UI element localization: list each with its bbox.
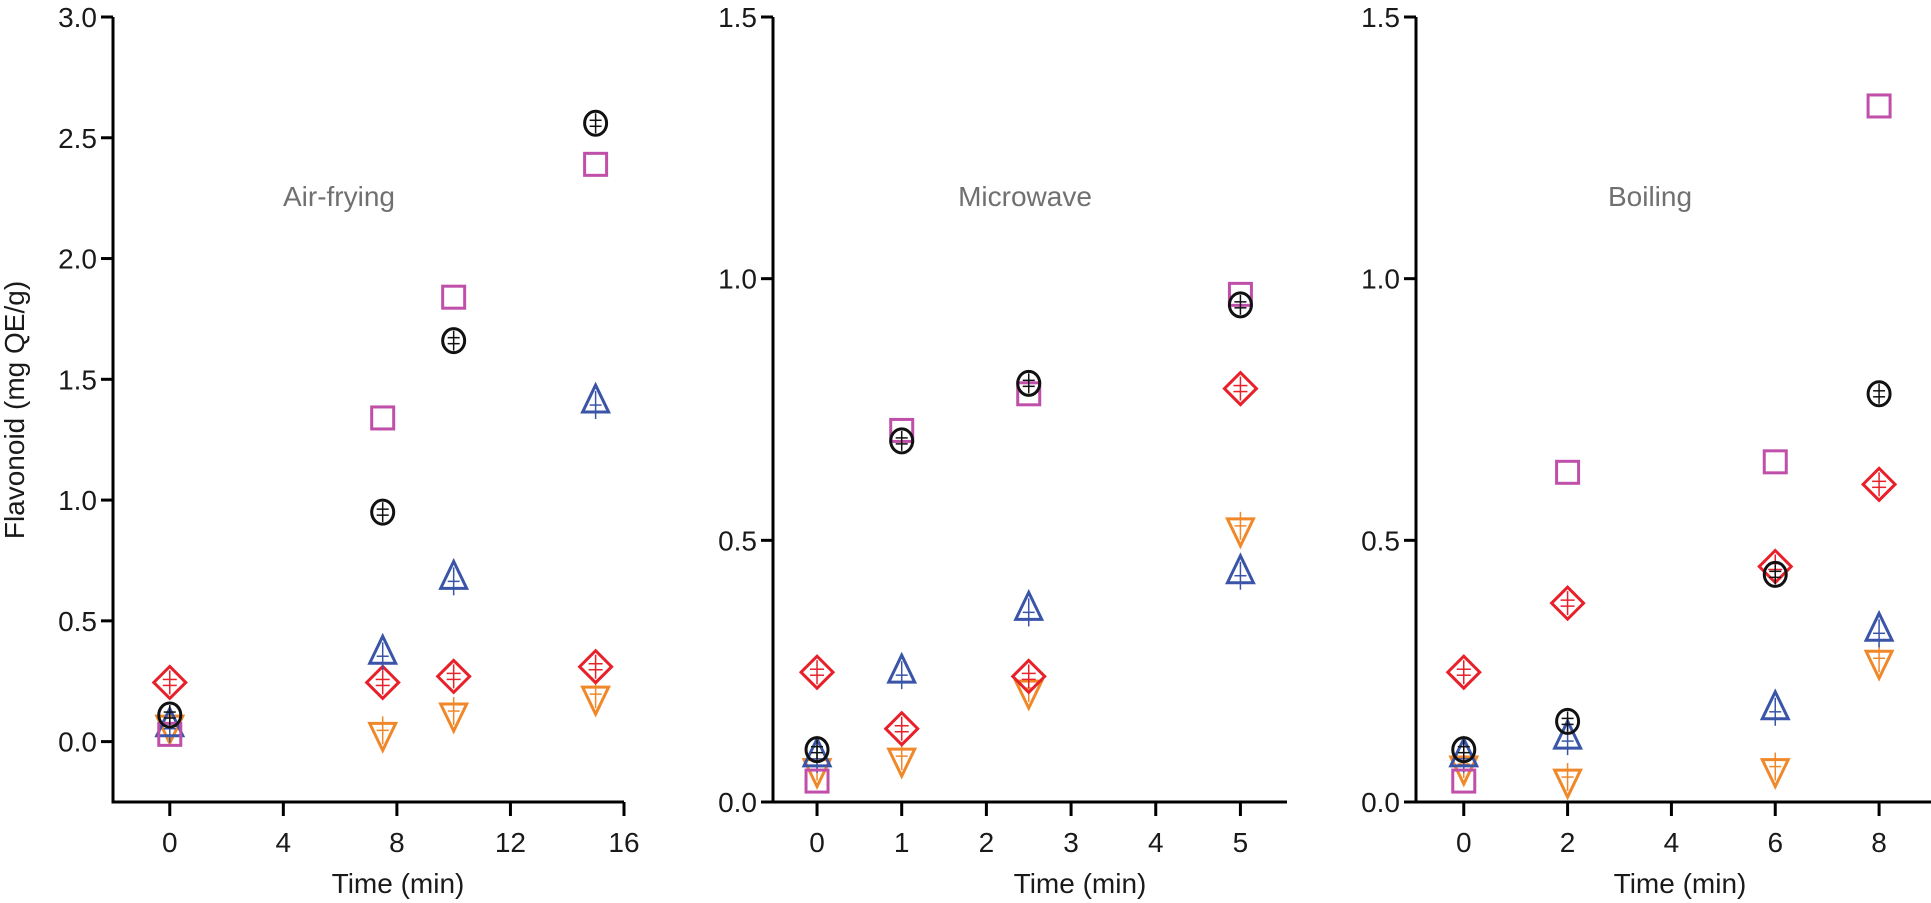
data-point-circle: [804, 736, 830, 764]
x-tick-label: 4: [1664, 827, 1680, 858]
y-tick-label: 1.5: [718, 2, 757, 33]
data-point-square: [1866, 93, 1892, 119]
data-point-circle: [1555, 707, 1581, 735]
x-tick-label: 3: [1063, 827, 1079, 858]
data-point-triangle-up: [1863, 609, 1895, 648]
data-point-circle: [157, 701, 183, 729]
data-point-square: [1762, 449, 1788, 475]
data-point-circle: [1227, 291, 1253, 319]
panel-title: Boiling: [1608, 181, 1692, 212]
y-axis-title: Flavonoid (mg QE/g): [0, 281, 30, 539]
panel-microwave: Microwave Time (min) 0.0 0.5 1.0 1.5 0 1 2 3 4 5: [718, 2, 1287, 899]
data-point-circle: [370, 498, 396, 526]
data-point-triangle-down: [367, 716, 399, 754]
data-point-triangle-up: [1225, 552, 1256, 590]
y-tick-label: 0.0: [718, 787, 757, 818]
data-point-triangle-up: [886, 651, 918, 690]
data-point-diamond: [1860, 466, 1898, 503]
x-tick-label: 12: [495, 827, 526, 858]
data-point-triangle-up: [1013, 588, 1045, 627]
y-tick-label: 0.5: [718, 525, 757, 556]
x-tick-label: 4: [1148, 827, 1164, 858]
y-tick-label: 1.0: [718, 264, 757, 295]
data-point-diamond: [151, 664, 188, 701]
y-tick-label: 2.5: [58, 123, 97, 154]
x-tick-label: 8: [1871, 827, 1887, 858]
y-tick-label: 0.0: [58, 727, 97, 758]
x-tick-label: 1: [894, 827, 910, 858]
data-point-diamond: [1549, 585, 1586, 622]
data-point-triangle-down: [1225, 511, 1256, 550]
data-point-diamond: [1222, 370, 1259, 407]
data-point-triangle-down: [1552, 763, 1583, 801]
data-point-circle: [1866, 380, 1892, 408]
data-point-triangle-up: [367, 632, 399, 671]
data-point-diamond: [364, 664, 401, 701]
data-point-square: [804, 768, 830, 794]
data-point-circle: [889, 427, 915, 455]
panel-boiling: Boiling Time (min) 0.0 0.5 1.0 1.5 0 2 4 6 8: [1361, 2, 1931, 899]
data-point-circle: [583, 109, 609, 137]
x-tick-label: 0: [809, 827, 825, 858]
data-point-diamond: [1445, 654, 1482, 691]
data-point-square: [441, 284, 467, 310]
y-tick-label: 1.0: [58, 485, 97, 516]
y-tick-label: 1.0: [1361, 264, 1400, 295]
data-point-circle: [1016, 369, 1042, 397]
data-point-diamond: [577, 648, 614, 685]
x-tick-label: 2: [979, 827, 995, 858]
y-tick-label: 0.5: [58, 606, 97, 637]
data-point-triangle-up: [580, 381, 611, 420]
data-point-square: [1555, 459, 1581, 485]
panel-air-frying: Air-frying Flavonoid (mg QE/g) Time (min…: [0, 2, 640, 899]
data-point-square: [370, 405, 396, 431]
data-point-diamond: [798, 654, 836, 691]
data-point-triangle-down: [580, 680, 611, 718]
data-point-triangle-down: [1759, 752, 1791, 791]
data-point-square: [583, 151, 609, 177]
panel-title: Microwave: [958, 181, 1092, 212]
x-tick-label: 16: [608, 827, 639, 858]
data-point-circle: [1762, 560, 1788, 588]
y-tick-label: 2.0: [58, 244, 97, 275]
y-tick-label: 0.0: [1361, 787, 1400, 818]
x-tick-label: 5: [1233, 827, 1249, 858]
x-tick-label: 0: [162, 827, 178, 858]
data-point-square: [1451, 768, 1477, 794]
data-point-triangle-up: [438, 557, 470, 596]
data-point-triangle-up: [1552, 717, 1583, 756]
x-tick-label: 4: [276, 827, 292, 858]
data-point-triangle-down: [1863, 644, 1895, 682]
data-point-diamond: [1010, 658, 1047, 695]
x-axis-title: Time (min): [1614, 868, 1747, 899]
data-point-diamond: [435, 658, 472, 695]
data-point-triangle-down: [438, 697, 470, 735]
panel-title: Air-frying: [283, 181, 395, 212]
y-tick-label: 1.5: [58, 364, 97, 395]
data-point-triangle-down: [886, 742, 918, 780]
x-tick-label: 8: [389, 827, 405, 858]
data-point-diamond: [883, 710, 920, 747]
y-tick-label: 3.0: [58, 2, 97, 33]
x-axis-title: Time (min): [1014, 868, 1147, 899]
x-tick-label: 2: [1560, 827, 1576, 858]
x-tick-label: 0: [1456, 827, 1472, 858]
x-axis-title: Time (min): [332, 868, 465, 899]
y-tick-label: 0.5: [1361, 525, 1400, 556]
data-point-triangle-up: [1759, 688, 1791, 726]
x-tick-label: 6: [1767, 827, 1783, 858]
y-tick-label: 1.5: [1361, 2, 1400, 33]
data-point-circle: [1451, 736, 1477, 764]
data-point-circle: [441, 327, 467, 355]
